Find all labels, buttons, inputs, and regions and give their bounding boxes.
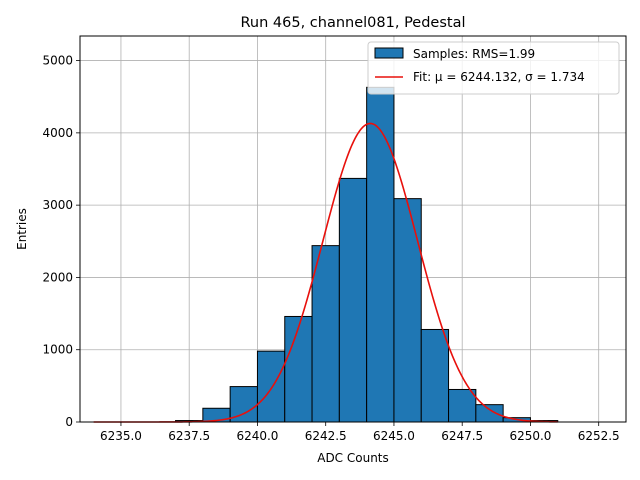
histogram-bar [284, 315, 313, 423]
histogram-bar [311, 245, 340, 423]
x-axis-label: ADC Counts [317, 451, 389, 465]
y-tick-label: 4000 [42, 126, 73, 140]
x-tick-label: 6242.5 [305, 429, 347, 443]
legend-histogram-label: Samples: RMS=1.99 [413, 47, 535, 61]
x-tick-label: 6247.5 [441, 429, 483, 443]
histogram-bar [338, 177, 368, 423]
x-tick-label: 6245.0 [373, 429, 415, 443]
axis-ticks: 6235.0 6237.5 6240.0 6242.5 6245.0 6247.5 6250… [42, 54, 619, 443]
histogram-bar [393, 198, 422, 423]
histogram-bar [448, 388, 477, 423]
y-tick-label: 5000 [42, 54, 73, 68]
histogram-bar [366, 86, 395, 423]
chart-title: Run 465, channel081, Pedestal [240, 15, 465, 31]
legend-histogram-swatch [374, 47, 404, 59]
y-tick-label: 2000 [42, 270, 73, 284]
histogram-bar [420, 328, 450, 423]
x-tick-label: 6237.5 [168, 429, 210, 443]
y-axis-label: Entries [15, 208, 29, 250]
y-tick-label: 0 [65, 415, 73, 429]
histogram-bar [229, 386, 258, 423]
y-tick-label: 3000 [42, 198, 73, 212]
x-tick-label: 6235.0 [100, 429, 142, 443]
x-tick-label: 6250.0 [509, 429, 551, 443]
histogram-bar [475, 404, 504, 423]
x-tick-label: 6252.5 [578, 429, 620, 443]
legend-box [367, 41, 620, 95]
plot-frame [79, 35, 627, 423]
x-tick-label: 6240.0 [236, 429, 278, 443]
histogram-bar [256, 350, 286, 423]
legend-fit-label: Fit: μ = 6244.132, σ = 1.734 [413, 70, 585, 84]
y-tick-label: 1000 [42, 343, 73, 357]
legend: Samples: RMS=1.99 Fit: μ = 6244.132, σ =… [367, 41, 620, 95]
